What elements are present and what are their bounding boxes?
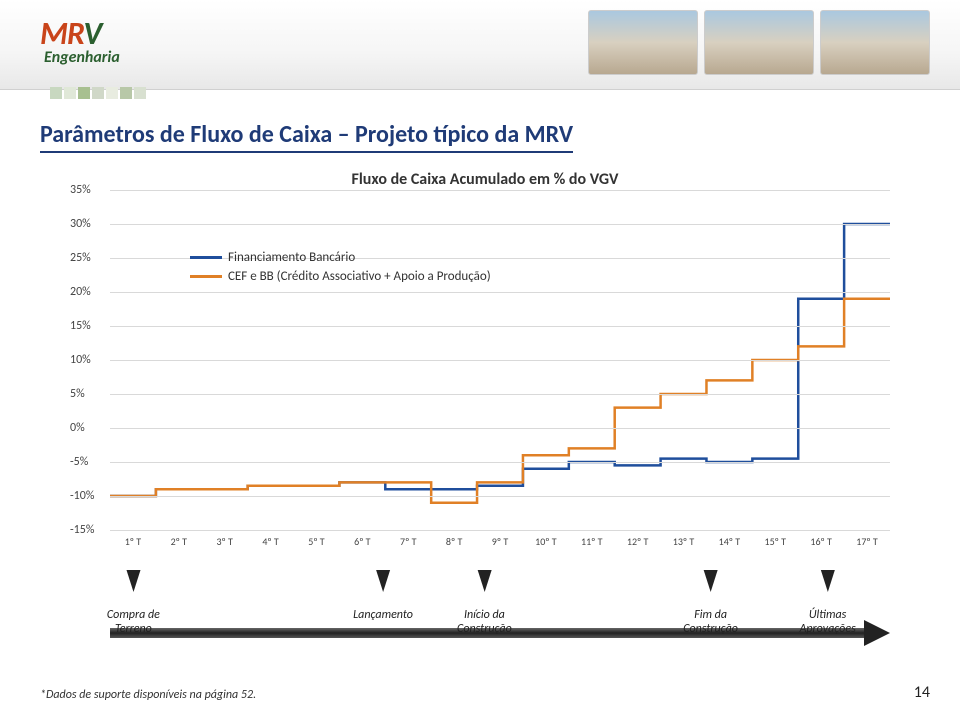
gridline xyxy=(110,190,890,191)
timeline-event: Início daConstrução xyxy=(457,570,512,636)
legend-item: Financiamento Bancário xyxy=(190,250,491,265)
gridline xyxy=(110,530,890,531)
gridline xyxy=(110,496,890,497)
header-photo-strip xyxy=(588,10,930,75)
timeline-event: Lançamento xyxy=(353,570,413,622)
legend-item: CEF e BB (Crédito Associativo + Apoio a … xyxy=(190,269,491,284)
legend-swatch xyxy=(190,256,222,259)
header-photo xyxy=(588,10,698,75)
y-axis-label: -15% xyxy=(70,523,94,537)
y-axis-label: -10% xyxy=(70,489,94,503)
gridline xyxy=(110,326,890,327)
chart-plot: -15%-10%-5%0%5%10%15%20%25%30%35%1º T2º … xyxy=(110,190,890,530)
x-axis-label: 6º T xyxy=(354,535,370,548)
timeline-event: Compra deTerreno xyxy=(107,570,160,636)
x-axis-label: 3º T xyxy=(216,535,232,548)
footnote: *Dados de suporte disponíveis na página … xyxy=(40,688,256,702)
gridline xyxy=(110,360,890,361)
y-axis-label: 15% xyxy=(70,319,91,333)
timeline-event-label: ÚltimasAprovações xyxy=(799,608,855,636)
timeline-event-label: Lançamento xyxy=(353,608,413,622)
timeline: Compra deTerreno Lançamento Início daConst… xyxy=(110,600,890,670)
x-axis-label: 1º T xyxy=(125,535,141,548)
x-axis-label: 2º T xyxy=(171,535,187,548)
header-photo xyxy=(704,10,814,75)
legend-label: CEF e BB (Crédito Associativo + Apoio a … xyxy=(228,269,491,284)
timeline-event: Fim daConstrução xyxy=(683,570,738,636)
y-axis-label: 35% xyxy=(70,183,91,197)
y-axis-label: 5% xyxy=(70,387,85,401)
y-axis-label: 0% xyxy=(70,421,85,435)
timeline-event-label: Fim daConstrução xyxy=(683,608,738,636)
chart-title: Fluxo de Caixa Acumulado em % do VGV xyxy=(352,170,619,189)
arrow-down-icon xyxy=(376,570,390,592)
series-line xyxy=(110,299,890,503)
y-axis-label: 25% xyxy=(70,251,91,265)
header-decor-squares xyxy=(50,87,146,99)
x-axis-label: 7º T xyxy=(400,535,416,548)
timeline-event-label: Compra deTerreno xyxy=(107,608,160,636)
y-axis-label: 10% xyxy=(70,353,91,367)
legend-swatch xyxy=(190,275,222,278)
x-axis-label: 12º T xyxy=(627,535,649,548)
y-axis-label: 20% xyxy=(70,285,91,299)
y-axis-label: -5% xyxy=(70,455,88,469)
page-number: 14 xyxy=(914,683,930,702)
x-axis-label: 16º T xyxy=(810,535,832,548)
x-axis-label: 8º T xyxy=(446,535,462,548)
x-axis-label: 10º T xyxy=(535,535,557,548)
x-axis-label: 14º T xyxy=(719,535,741,548)
x-axis-label: 11º T xyxy=(581,535,603,548)
arrow-down-icon xyxy=(477,570,491,592)
gridline xyxy=(110,462,890,463)
logo-main: MRV xyxy=(40,18,240,50)
arrow-down-icon xyxy=(704,570,718,592)
gridline xyxy=(110,394,890,395)
slide-title: Parâmetros de Fluxo de Caixa – Projeto t… xyxy=(40,120,573,153)
x-axis-label: 13º T xyxy=(673,535,695,548)
y-axis-label: 30% xyxy=(70,217,91,231)
logo: MRV Engenharia xyxy=(40,18,240,78)
gridline xyxy=(110,292,890,293)
timeline-event-label: Início daConstrução xyxy=(457,608,512,636)
x-axis-label: 15º T xyxy=(765,535,787,548)
x-axis-label: 4º T xyxy=(262,535,278,548)
legend-label: Financiamento Bancário xyxy=(228,250,355,265)
x-axis-label: 5º T xyxy=(308,535,324,548)
arrow-down-icon xyxy=(126,570,140,592)
arrow-down-icon xyxy=(821,570,835,592)
x-axis-label: 9º T xyxy=(492,535,508,548)
timeline-arrowhead-icon xyxy=(864,620,890,646)
slide-header: MRV Engenharia xyxy=(0,0,960,90)
x-axis-label: 17º T xyxy=(856,535,878,548)
gridline xyxy=(110,224,890,225)
gridline xyxy=(110,428,890,429)
timeline-event: ÚltimasAprovações xyxy=(799,570,855,636)
header-photo xyxy=(820,10,930,75)
chart-legend: Financiamento Bancário CEF e BB (Crédito… xyxy=(190,250,491,288)
chart-area: Fluxo de Caixa Acumulado em % do VGV -15… xyxy=(70,170,900,570)
logo-sub: Engenharia xyxy=(44,48,240,67)
